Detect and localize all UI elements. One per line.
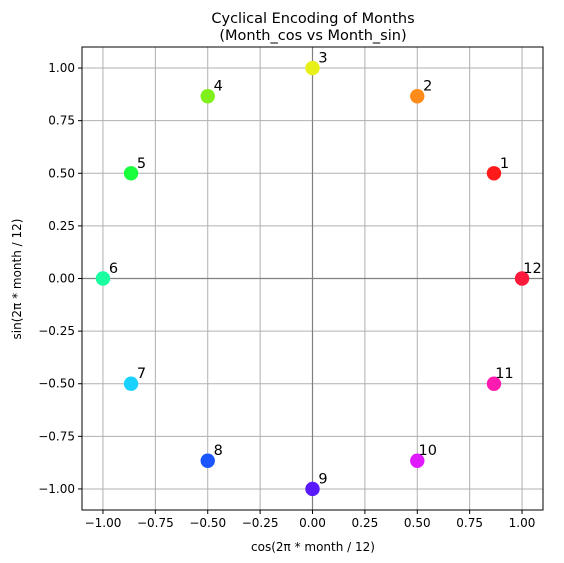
month-label-9: 9 <box>318 471 327 487</box>
month-point-5 <box>123 166 139 181</box>
month-label-6: 6 <box>109 261 118 277</box>
month-label-2: 2 <box>423 79 432 95</box>
x-tick-label: 0.75 <box>456 516 483 530</box>
y-tick-label: −0.50 <box>38 377 75 391</box>
x-tick-label: 1.00 <box>509 516 536 530</box>
y-tick-label: 0.50 <box>48 166 75 180</box>
month-point-4 <box>200 89 215 104</box>
month-label-11: 11 <box>495 366 513 382</box>
month-point-8 <box>200 453 215 468</box>
x-tick-label: −0.75 <box>137 516 174 530</box>
scatter-points <box>95 60 530 497</box>
month-point-3 <box>305 60 320 76</box>
month-point-11 <box>486 376 502 391</box>
y-tick-label: 0.00 <box>48 272 75 286</box>
chart-title-line-1: Cyclical Encoding of Months <box>211 11 414 27</box>
y-tick-label: 1.00 <box>48 61 75 75</box>
month-point-7 <box>123 376 139 391</box>
month-point-9 <box>305 481 320 497</box>
x-tick-label: −1.00 <box>85 516 122 530</box>
reference-lines <box>82 47 543 510</box>
x-tick-label: −0.25 <box>242 516 279 530</box>
y-tick-label: −1.00 <box>38 482 75 496</box>
month-point-12 <box>514 271 530 286</box>
y-tick-label: −0.75 <box>38 429 75 443</box>
month-label-10: 10 <box>419 443 437 459</box>
y-tick-label: −0.25 <box>38 324 75 338</box>
month-label-12: 12 <box>523 261 541 277</box>
x-axis-label: cos(2π * month / 12) <box>251 540 375 554</box>
y-tick-label: 0.75 <box>48 114 75 128</box>
month-label-3: 3 <box>318 51 327 67</box>
x-tick-label: −0.50 <box>189 516 226 530</box>
month-point-6 <box>95 271 111 286</box>
month-point-10 <box>410 453 425 468</box>
x-axis-ticks: −1.00 −0.75 −0.50 −0.25 0.00 0.25 0.50 0.75 1.00 <box>85 510 536 530</box>
chart-title-line-2: (Month_cos vs Month_sin) <box>219 28 406 44</box>
month-point-2 <box>410 89 425 104</box>
month-label-4: 4 <box>214 79 223 95</box>
month-label-5: 5 <box>137 156 146 172</box>
x-tick-label: 0.50 <box>404 516 431 530</box>
y-tick-label: 0.25 <box>48 219 75 233</box>
month-point-1 <box>486 166 502 181</box>
x-tick-label: 0.25 <box>352 516 379 530</box>
month-label-8: 8 <box>214 443 223 459</box>
y-axis-ticks: −1.00 −0.75 −0.50 −0.25 0.00 0.25 0.50 0.75 1.00 <box>38 61 82 496</box>
y-axis-label: sin(2π * month / 12) <box>10 219 24 340</box>
month-label-1: 1 <box>500 156 509 172</box>
x-tick-label: 0.00 <box>299 516 326 530</box>
month-label-7: 7 <box>137 366 146 382</box>
